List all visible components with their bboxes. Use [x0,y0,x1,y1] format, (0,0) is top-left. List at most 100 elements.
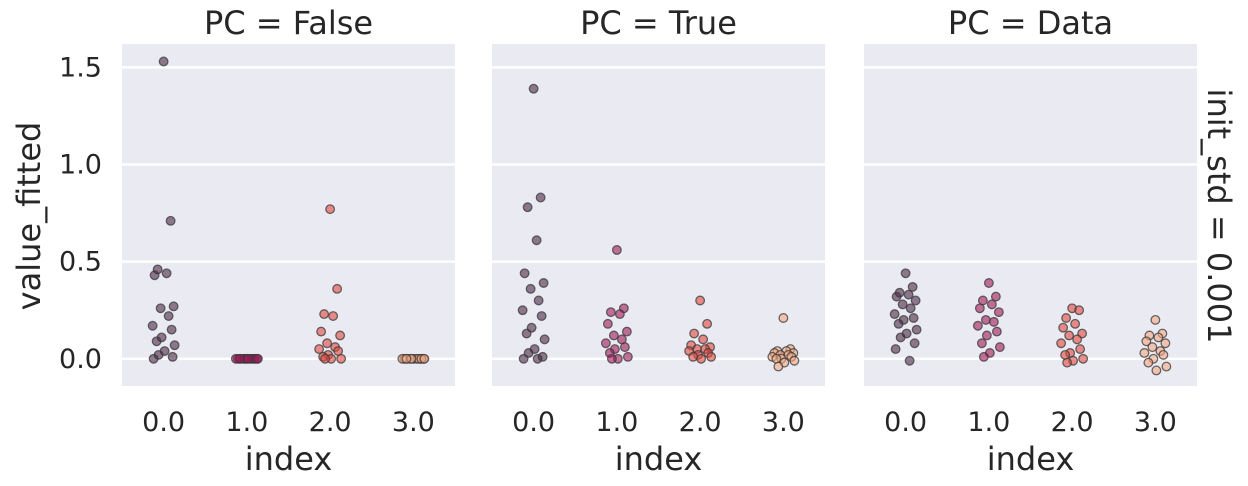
data-point [614,309,625,320]
data-point [611,245,622,255]
data-point [1062,357,1073,368]
data-point [619,342,630,353]
data-point [167,351,178,362]
data-point [319,309,330,320]
data-point [1150,314,1161,325]
data-point [897,299,908,310]
data-point [889,309,900,320]
data-point [1147,342,1158,353]
data-point [904,355,915,366]
data-point [531,235,542,246]
data-point [908,313,919,323]
data-point [539,334,550,345]
y-axis-label: value_fitted [10,122,48,311]
data-point [166,324,177,335]
data-point [325,204,336,215]
plot-area [122,44,455,386]
data-point [1078,353,1089,364]
data-point [1056,338,1067,349]
data-point [158,56,169,67]
data-point [1061,313,1072,323]
data-point [155,303,166,314]
row-facet-title: init_std = 0.001 [1200,89,1238,344]
data-point [600,338,611,349]
data-point [419,353,430,364]
y-tick-label: 1.0 [59,149,102,180]
data-point [1139,348,1150,358]
data-point [972,320,983,331]
data-point [909,338,920,349]
data-point [910,295,921,306]
data-point [536,311,547,321]
x-tick-label: 3.0 [762,407,805,438]
data-point [702,318,713,329]
data-point [978,351,989,362]
x-tick-label: 0.0 [512,407,555,438]
data-point [974,303,985,314]
data-point [696,353,707,364]
data-point [991,326,1002,337]
data-point [1075,344,1086,355]
data-point [990,291,1001,302]
panel-title: PC = Data [948,4,1113,42]
data-point [169,340,180,351]
data-point [689,328,700,339]
data-point [1143,357,1154,368]
x-tick-label: 2.0 [1051,407,1094,438]
data-point [773,361,784,372]
data-point [517,305,528,316]
data-point [893,318,904,329]
data-point [608,330,619,341]
data-point [234,353,245,364]
data-point [332,283,343,294]
data-point [706,351,717,362]
data-point [328,311,339,321]
data-point [905,303,916,314]
data-point [528,83,539,94]
data-point [605,307,616,318]
data-point [1064,330,1075,341]
data-point [895,332,906,343]
data-point [538,278,549,288]
data-point [976,338,987,349]
y-tick-label: 1.5 [59,52,102,83]
data-point [242,353,253,364]
data-point [980,314,991,325]
x-axis-label: index [615,440,703,478]
data-point [698,334,709,345]
data-point [1074,305,1085,316]
data-point [1158,349,1169,360]
data-point [789,355,800,366]
data-point [532,353,543,364]
data-point [907,281,918,292]
data-point [911,324,922,335]
data-point [602,318,613,329]
x-axis-label: index [987,440,1075,478]
data-point [320,353,331,364]
data-point [890,344,901,355]
x-tick-label: 1.0 [595,407,638,438]
x-tick-label: 3.0 [392,407,435,438]
data-point [168,301,179,312]
data-point [1160,338,1171,349]
data-point [986,299,997,310]
data-point [521,328,532,339]
data-point [981,330,992,341]
data-point [161,268,172,279]
data-point [252,353,263,364]
data-point [149,270,160,281]
data-point [151,336,162,347]
data-point [778,313,789,323]
x-tick-label: 0.0 [142,407,185,438]
data-point [522,202,533,213]
data-point [1141,336,1152,347]
data-point [695,295,706,306]
data-point [148,353,159,364]
x-tick-label: 2.0 [679,407,722,438]
data-point [1070,318,1081,329]
y-tick-label: 0.5 [59,247,102,278]
data-point [147,320,158,331]
data-point [1072,334,1083,345]
data-point [525,283,536,294]
data-point [518,353,529,364]
